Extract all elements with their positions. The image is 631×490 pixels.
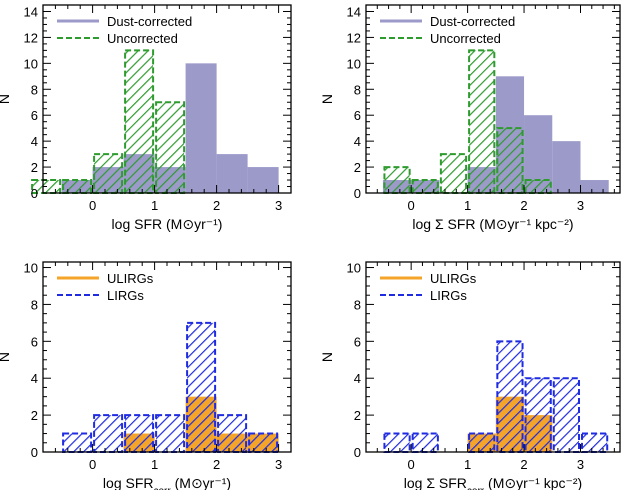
y-tick-label: 2 (31, 160, 38, 175)
y-tick-label: 2 (31, 408, 38, 423)
x-tick-label: 1 (151, 198, 158, 213)
x-tick-label: 3 (275, 457, 282, 472)
y-tick-label: 6 (31, 334, 38, 349)
x-tick-label: 0 (408, 457, 415, 472)
x-axis-label: log SFRcorr (M⊙yr⁻¹) (103, 475, 231, 490)
y-tick-label: 10 (24, 261, 38, 276)
filled-bar (216, 154, 248, 193)
legend-label: ULIRGs (107, 271, 154, 286)
hatched-bar (93, 414, 124, 453)
hatched-bar (552, 377, 580, 453)
hatched-bar (217, 414, 248, 453)
y-tick-label: 14 (24, 4, 38, 19)
y-tick-label: 4 (31, 134, 38, 149)
legend-label: Dust-corrected (430, 14, 515, 29)
y-tick-label: 14 (347, 4, 361, 19)
x-tick-label: 3 (577, 198, 584, 213)
y-tick-label: 0 (31, 186, 38, 201)
y-tick-label: 4 (354, 371, 361, 386)
x-axis-label: log SFR (M⊙yr⁻¹) (112, 216, 223, 232)
y-tick-label: 10 (347, 261, 361, 276)
y-tick-label: 6 (354, 334, 361, 349)
filled-bar (552, 141, 581, 193)
y-tick-label: 0 (354, 445, 361, 460)
y-tick-label: 8 (354, 297, 361, 312)
y-axis-label: N (0, 94, 12, 104)
hatched-bar (93, 153, 124, 195)
hatched-bar (524, 377, 552, 453)
hatched-bar (496, 127, 524, 194)
hatched-bar (439, 153, 468, 195)
x-tick-label: 2 (520, 457, 527, 472)
y-tick-label: 6 (354, 108, 361, 123)
y-tick-label: 0 (354, 186, 361, 201)
y-tick-label: 10 (24, 56, 38, 71)
hatched-bar (248, 432, 279, 454)
y-tick-label: 12 (24, 30, 38, 45)
y-tick-label: 4 (354, 134, 361, 149)
x-tick-label: 1 (464, 457, 471, 472)
filled-bar (247, 167, 279, 193)
y-axis-label: N (0, 352, 12, 362)
hatched-bar (155, 414, 186, 453)
y-tick-label: 8 (31, 297, 38, 312)
y-axis-label: N (319, 352, 335, 362)
filled-bar (580, 180, 609, 193)
x-tick-label: 0 (408, 198, 415, 213)
x-tick-label: 2 (520, 198, 527, 213)
y-tick-label: 4 (31, 371, 38, 386)
y-tick-label: 10 (347, 56, 361, 71)
legend-label: Dust-corrected (107, 14, 192, 29)
x-tick-label: 0 (89, 457, 96, 472)
y-tick-label: 8 (354, 82, 361, 97)
axes-frame (365, 261, 621, 453)
hatched-bar (124, 414, 155, 453)
x-tick-label: 1 (464, 198, 471, 213)
x-axis-label: log Σ SFR (M⊙yr⁻¹ kpc⁻²) (412, 216, 573, 232)
legend-label: LIRGs (107, 288, 144, 303)
y-tick-label: 0 (31, 445, 38, 460)
filled-bar (185, 63, 217, 194)
x-tick-label: 0 (89, 198, 96, 213)
hatched-bar (468, 49, 496, 195)
x-tick-label: 1 (151, 457, 158, 472)
hatched-bar (496, 340, 524, 453)
hatched-bar (62, 432, 93, 454)
legend-label: LIRGs (430, 288, 467, 303)
y-tick-label: 6 (31, 108, 38, 123)
hatched-bar (186, 321, 217, 453)
y-tick-label: 12 (347, 30, 361, 45)
legend-label: ULIRGs (430, 271, 477, 286)
x-tick-label: 2 (213, 457, 220, 472)
x-axis-label: log Σ SFRcorr (M⊙yr⁻¹ kpc⁻²) (404, 475, 582, 490)
legend-label: Uncorrected (430, 31, 501, 46)
legend-label: Uncorrected (107, 31, 178, 46)
y-tick-label: 8 (31, 82, 38, 97)
x-tick-label: 3 (275, 198, 282, 213)
hatched-bar (62, 179, 93, 195)
hatched-bar (155, 101, 186, 194)
hatched-bar (124, 49, 155, 195)
plot-area (366, 262, 620, 452)
y-axis-label: N (319, 94, 335, 104)
axes-frame (365, 4, 621, 194)
x-tick-label: 3 (577, 457, 584, 472)
x-tick-label: 2 (213, 198, 220, 213)
y-tick-label: 2 (354, 160, 361, 175)
y-tick-label: 2 (354, 408, 361, 423)
